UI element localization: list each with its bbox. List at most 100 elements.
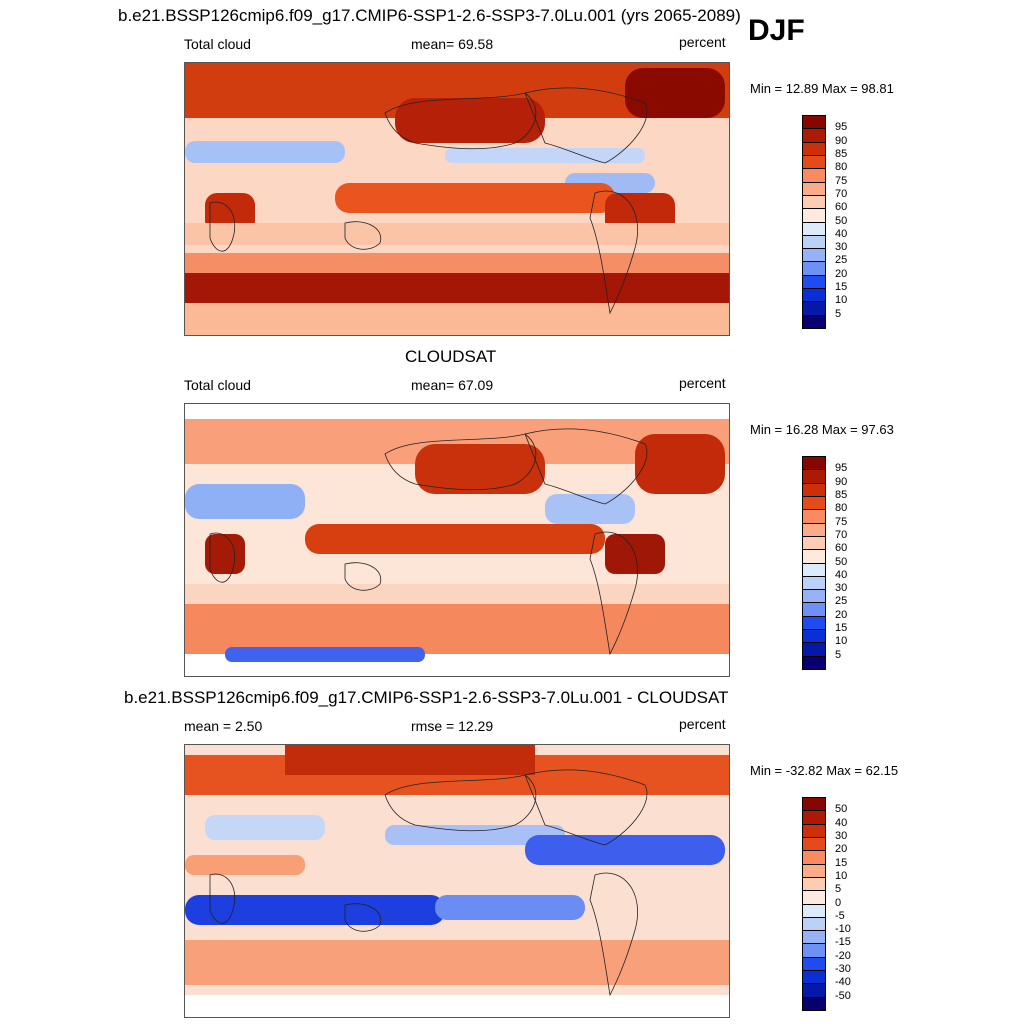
panel3-rmse-label: rmse = 12.29 — [411, 718, 494, 734]
panel2-mean-label: mean= 67.09 — [411, 377, 494, 393]
panel1-variable-label: Total cloud — [184, 36, 251, 52]
panel3-mean-label: mean = 2.50 — [184, 718, 263, 734]
colorbar-swatch — [802, 956, 826, 972]
colorbar-swatch — [802, 288, 826, 303]
colorbar-swatch — [802, 208, 826, 223]
panel1-units-label: percent — [679, 34, 726, 50]
panel2-units-label: percent — [679, 375, 726, 391]
colorbar-swatch — [802, 469, 826, 484]
colorbar-tick-label: 15 — [835, 281, 848, 294]
colorbar-swatch — [802, 314, 826, 329]
colorbar-swatch — [802, 629, 826, 644]
colorbar-tick-label: 10 — [835, 869, 848, 882]
colorbar-tick-label: 90 — [835, 134, 848, 147]
colorbar-tick-label: 75 — [835, 515, 848, 528]
colorbar-tick-label: 70 — [835, 528, 848, 541]
colorbar-tick-label: 30 — [835, 582, 848, 595]
colorbar-swatch — [802, 115, 826, 130]
colorbar-tick-label: 0 — [835, 896, 842, 909]
panel1-minmax: Min = 12.89 Max = 98.81 — [750, 81, 894, 96]
colorbar-tick-label: -20 — [835, 949, 851, 962]
colorbar-tick-label: -50 — [835, 989, 851, 1002]
colorbar-swatch — [802, 890, 826, 905]
panel1-mean-label: mean= 69.58 — [411, 36, 494, 52]
colorbar-swatch — [802, 495, 826, 511]
colorbar-tick-label: 70 — [835, 187, 848, 200]
colorbar-tick-label: 5 — [835, 883, 842, 896]
colorbar-swatch — [802, 181, 826, 196]
panel3-colorbar — [802, 797, 828, 1011]
colorbar-swatch — [802, 456, 826, 471]
colorbar-swatch — [802, 248, 826, 263]
colorbar-tick-label: 5 — [835, 307, 842, 320]
panel2-colorbar — [802, 456, 828, 670]
panel3-minmax: Min = -32.82 Max = 62.15 — [750, 763, 899, 778]
colorbar-swatch — [802, 655, 826, 670]
panel1-colorbar — [802, 115, 828, 329]
colorbar-swatch — [802, 850, 826, 865]
colorbar-swatch — [802, 615, 826, 631]
colorbar-swatch — [802, 575, 826, 591]
colorbar-tick-label: 50 — [835, 555, 848, 568]
panel2-map-field — [185, 404, 729, 676]
colorbar-tick-label: 95 — [835, 121, 848, 134]
colorbar-swatch — [802, 996, 826, 1011]
colorbar-swatch — [802, 983, 826, 998]
colorbar-swatch — [802, 602, 826, 617]
colorbar-swatch — [802, 482, 826, 497]
colorbar-tick-label: -10 — [835, 923, 851, 936]
colorbar-tick-label: 30 — [835, 829, 848, 842]
colorbar-swatch — [802, 823, 826, 838]
colorbar-swatch — [802, 642, 826, 657]
colorbar-tick-label: 25 — [835, 254, 848, 267]
panel2-minmax: Min = 16.28 Max = 97.63 — [750, 422, 894, 437]
panel3-map — [184, 744, 730, 1018]
colorbar-tick-label: -40 — [835, 976, 851, 989]
colorbar-tick-label: 15 — [835, 622, 848, 635]
colorbar-swatch — [802, 128, 826, 143]
colorbar-swatch — [802, 930, 826, 945]
season-label: DJF — [748, 14, 805, 47]
colorbar-tick-label: 80 — [835, 502, 848, 515]
panel1-map — [184, 62, 730, 336]
colorbar-tick-label: 30 — [835, 241, 848, 254]
colorbar-swatch — [802, 797, 826, 812]
colorbar-swatch — [802, 562, 826, 577]
colorbar-tick-label: 40 — [835, 568, 848, 581]
colorbar-tick-label: 10 — [835, 294, 848, 307]
colorbar-tick-label: -5 — [835, 909, 845, 922]
colorbar-swatch — [802, 863, 826, 878]
colorbar-tick-label: 85 — [835, 488, 848, 501]
colorbar-tick-label: 85 — [835, 147, 848, 160]
panel2-map — [184, 403, 730, 677]
colorbar-tick-label: 40 — [835, 227, 848, 240]
colorbar-swatch — [802, 535, 826, 551]
colorbar-tick-label: 50 — [835, 803, 848, 816]
colorbar-swatch — [802, 836, 826, 852]
colorbar-tick-label: 50 — [835, 214, 848, 227]
colorbar-swatch — [802, 589, 826, 604]
colorbar-tick-label: 20 — [835, 843, 848, 856]
colorbar-tick-label: 25 — [835, 595, 848, 608]
colorbar-tick-label: 60 — [835, 201, 848, 214]
colorbar-swatch — [802, 154, 826, 170]
colorbar-tick-label: 10 — [835, 635, 848, 648]
colorbar-tick-label: 15 — [835, 856, 848, 869]
colorbar-swatch — [802, 194, 826, 210]
colorbar-swatch — [802, 522, 826, 537]
panel1-map-field — [185, 63, 729, 335]
colorbar-swatch — [802, 876, 826, 892]
colorbar-swatch — [802, 903, 826, 918]
panel1-title: b.e21.BSSP126cmip6.f09_g17.CMIP6-SSP1-2.… — [118, 6, 741, 25]
colorbar-swatch — [802, 168, 826, 183]
colorbar-tick-label: -30 — [835, 963, 851, 976]
colorbar-swatch — [802, 943, 826, 958]
colorbar-swatch — [802, 549, 826, 564]
panel3-title: b.e21.BSSP126cmip6.f09_g17.CMIP6-SSP1-2.… — [124, 688, 729, 707]
colorbar-tick-label: 40 — [835, 816, 848, 829]
colorbar-swatch — [802, 221, 826, 236]
colorbar-swatch — [802, 916, 826, 932]
panel3-map-field — [185, 745, 729, 1017]
colorbar-swatch — [802, 509, 826, 524]
panel2-title: CLOUDSAT — [405, 347, 497, 366]
